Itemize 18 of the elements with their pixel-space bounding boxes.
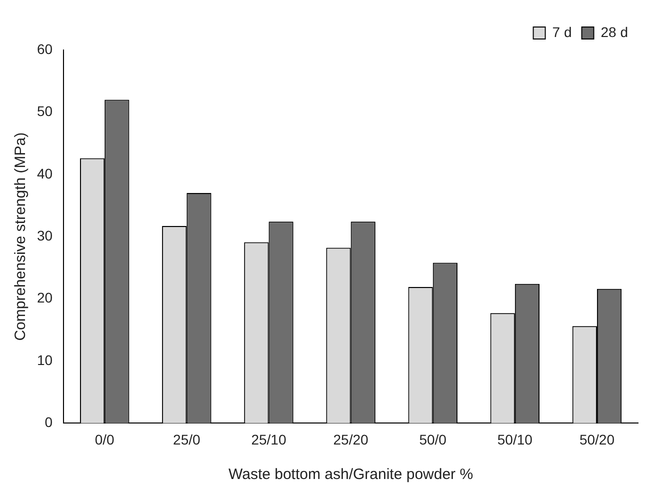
y-tick-label: 0	[44, 414, 53, 430]
x-tick-label: 50/10	[497, 431, 533, 448]
y-tick-label: 30	[36, 227, 53, 244]
x-tick-label: 25/20	[333, 431, 369, 448]
x-tick-label: 50/20	[579, 431, 615, 448]
y-tick-label: 10	[36, 352, 53, 368]
x-tick-label: 25/10	[251, 431, 286, 448]
x-tick-label: 50/0	[419, 431, 447, 448]
x-tick-label: 25/0	[173, 431, 200, 448]
y-tick-label: 50	[36, 103, 53, 120]
legend-label: 28 d	[600, 24, 628, 40]
x-tick-label: 0/0	[94, 431, 115, 448]
legend-label: 7 d	[552, 24, 572, 40]
y-tick-label: 40	[36, 165, 53, 182]
y-tick-label: 20	[36, 290, 53, 306]
y-tick-label: 60	[36, 40, 53, 57]
y-axis-title: Comprehensive strength (MPa)	[12, 132, 30, 341]
x-axis-title: Waste bottom ash/Granite powder %	[228, 466, 474, 484]
